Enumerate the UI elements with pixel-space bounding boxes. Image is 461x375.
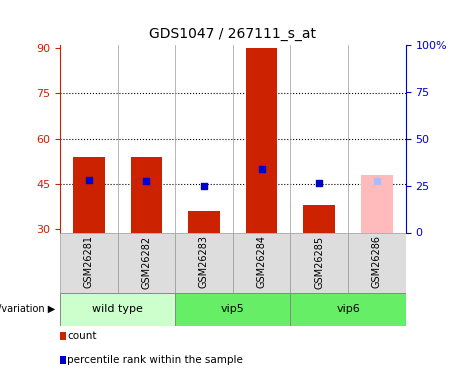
Bar bbox=[246, 48, 278, 232]
Bar bbox=[60, 292, 175, 326]
Text: GSM26282: GSM26282 bbox=[142, 236, 151, 289]
Text: genotype/variation ▶: genotype/variation ▶ bbox=[0, 304, 55, 314]
Bar bbox=[290, 292, 406, 326]
Bar bbox=[175, 232, 233, 292]
Point bbox=[142, 178, 150, 184]
Bar bbox=[290, 232, 348, 292]
Bar bbox=[361, 175, 393, 232]
Point bbox=[315, 180, 323, 186]
Text: GSM26285: GSM26285 bbox=[314, 236, 324, 289]
Bar bbox=[188, 211, 220, 232]
Bar bbox=[130, 157, 162, 232]
Bar bbox=[175, 292, 290, 326]
Bar bbox=[60, 232, 118, 292]
Bar bbox=[303, 205, 335, 232]
Text: vip6: vip6 bbox=[336, 304, 360, 314]
Text: GSM26281: GSM26281 bbox=[84, 236, 94, 288]
Bar bbox=[348, 232, 406, 292]
Bar bbox=[118, 232, 175, 292]
Bar bbox=[233, 232, 290, 292]
Text: GSM26283: GSM26283 bbox=[199, 236, 209, 288]
Text: percentile rank within the sample: percentile rank within the sample bbox=[67, 355, 243, 365]
Point bbox=[85, 177, 92, 183]
Text: count: count bbox=[67, 331, 96, 340]
Bar bbox=[73, 157, 105, 232]
Text: GSM26284: GSM26284 bbox=[257, 236, 266, 288]
Point bbox=[258, 166, 266, 172]
Text: wild type: wild type bbox=[92, 304, 143, 314]
Title: GDS1047 / 267111_s_at: GDS1047 / 267111_s_at bbox=[149, 27, 316, 41]
Text: vip5: vip5 bbox=[221, 304, 245, 314]
Text: GSM26286: GSM26286 bbox=[372, 236, 382, 288]
Point bbox=[200, 183, 207, 189]
Point bbox=[373, 178, 381, 184]
